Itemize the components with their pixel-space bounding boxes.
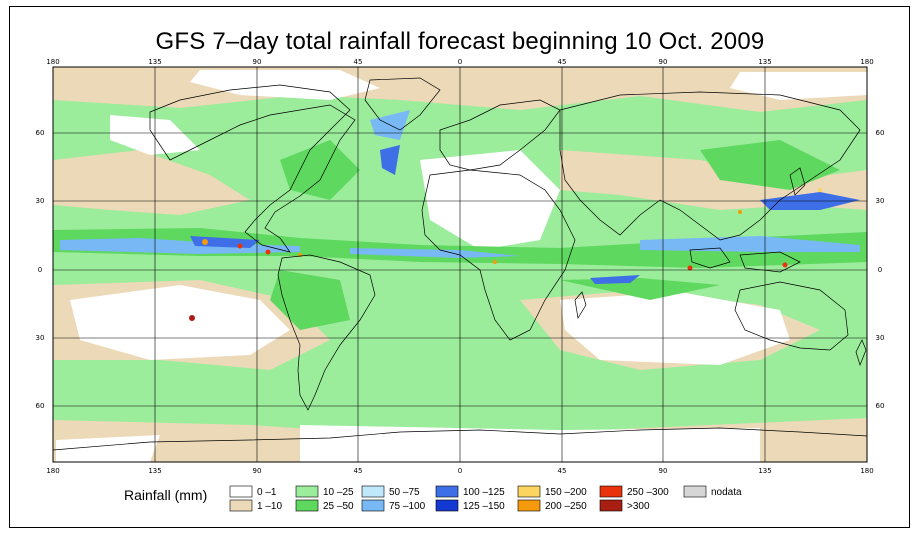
bottom-tick-label: 180 [46, 467, 59, 475]
legend-label-10: 250 –300 [627, 487, 669, 498]
top-tick-label: 90 [253, 58, 262, 66]
bottom-axis: 180 135 90 45 0 45 90 135 180 [46, 467, 873, 475]
map-border [52, 66, 868, 463]
right-axis: 60 30 0 30 60 [876, 129, 885, 410]
legend-label-7: 125 –150 [463, 501, 505, 512]
legend-swatch-5 [361, 499, 385, 512]
legend-title: Rainfall (mm) [124, 487, 207, 503]
legend-label-11: >300 [627, 501, 650, 512]
top-tick-label: 180 [46, 58, 59, 66]
legend-swatch-3 [295, 499, 319, 512]
top-tick-label: 90 [659, 58, 668, 66]
top-tick-label: 0 [458, 58, 462, 66]
legend-swatch-1 [229, 499, 253, 512]
legend-label-1: 1 –10 [257, 501, 282, 512]
bottom-tick-label: 135 [148, 467, 161, 475]
bottom-tick-label: 90 [253, 467, 262, 475]
legend-label-8: 150 –200 [545, 487, 587, 498]
legend-label-3: 25 –50 [323, 501, 354, 512]
right-tick-label: 0 [878, 266, 882, 274]
legend-swatch-9 [517, 499, 541, 512]
left-tick-label: 30 [36, 334, 45, 342]
legend-swatch-10 [599, 485, 623, 498]
left-tick-label: 60 [36, 402, 45, 410]
legend-label-12: nodata [711, 487, 742, 498]
legend-swatch-7 [435, 499, 459, 512]
legend-swatch-12 [683, 485, 707, 498]
top-tick-label: 135 [758, 58, 771, 66]
legend-label-6: 100 –125 [463, 487, 505, 498]
legend-label-0: 0 –1 [257, 487, 277, 498]
left-tick-label: 0 [38, 266, 42, 274]
top-tick-label: 45 [354, 58, 363, 66]
legend-swatch-11 [599, 499, 623, 512]
legend: Rainfall (mm) 0 –1 1 –10 10 –25 25 –50 5… [124, 485, 742, 512]
bottom-tick-label: 180 [860, 467, 873, 475]
top-tick-label: 180 [860, 58, 873, 66]
right-tick-label: 60 [876, 129, 885, 137]
legend-label-9: 200 –250 [545, 501, 587, 512]
legend-swatch-4 [361, 485, 385, 498]
top-axis: 180 135 90 45 0 45 90 135 180 [46, 58, 873, 66]
bottom-tick-label: 135 [758, 467, 771, 475]
right-tick-label: 60 [876, 402, 885, 410]
legend-label-4: 50 –75 [389, 487, 420, 498]
legend-swatch-6 [435, 485, 459, 498]
top-tick-label: 135 [148, 58, 161, 66]
right-tick-label: 30 [876, 334, 885, 342]
right-tick-label: 30 [876, 197, 885, 205]
left-tick-label: 30 [36, 197, 45, 205]
legend-swatch-8 [517, 485, 541, 498]
left-tick-label: 60 [36, 129, 45, 137]
bottom-tick-label: 45 [558, 467, 567, 475]
top-tick-label: 45 [558, 58, 567, 66]
coastlines [53, 77, 867, 451]
legend-swatch-0 [229, 485, 253, 498]
legend-label-2: 10 –25 [323, 487, 354, 498]
bottom-tick-label: 0 [458, 467, 462, 475]
bottom-tick-label: 45 [354, 467, 363, 475]
map-title: GFS 7–day total rainfall forecast beginn… [155, 28, 765, 55]
legend-swatch-2 [295, 485, 319, 498]
bottom-tick-label: 90 [659, 467, 668, 475]
left-axis: 60 30 0 30 60 [36, 129, 45, 410]
legend-label-5: 75 –100 [389, 501, 426, 512]
graticule [53, 67, 867, 462]
